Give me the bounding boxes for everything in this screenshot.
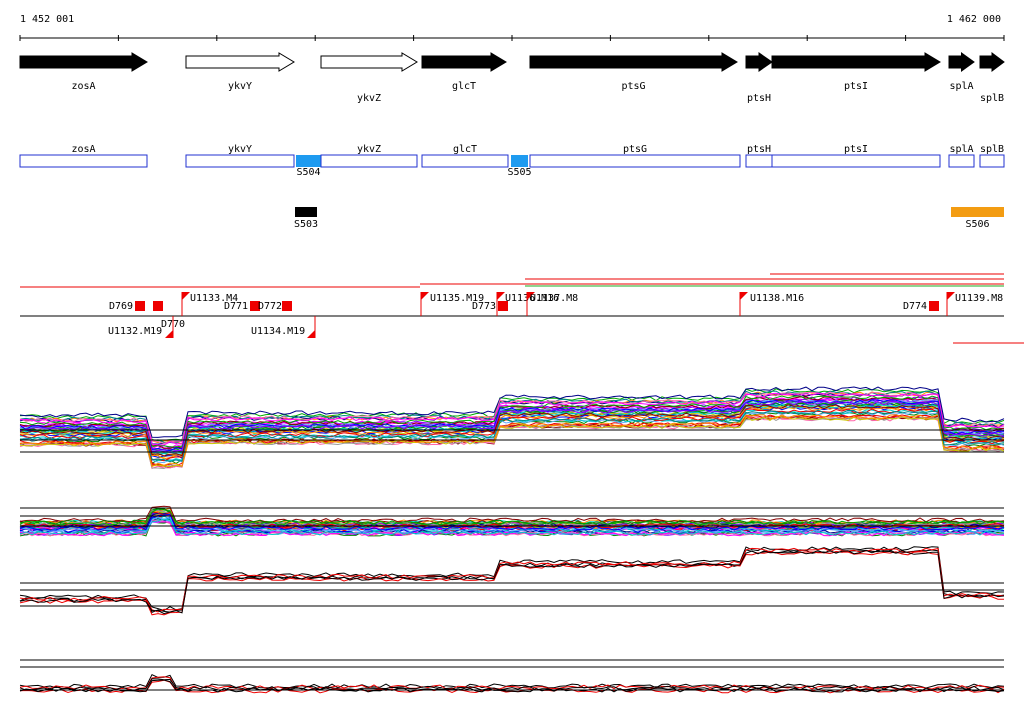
profile-line [19, 395, 1005, 448]
profile-line [19, 549, 1005, 615]
transcript-label: ptsH [747, 144, 771, 155]
transcript-box [948, 154, 975, 168]
profile-line [19, 386, 1005, 438]
profile-line [19, 674, 1005, 689]
transcript-box [745, 154, 773, 168]
transcript-box [320, 154, 418, 168]
transcript-box [529, 154, 741, 168]
transcript-label: zosA [71, 144, 95, 155]
profile-line [19, 400, 1005, 454]
transcript-label: ptsI [844, 144, 868, 155]
feature-label: U1135.M19 [430, 293, 484, 304]
transcript-label: ykvY [228, 144, 252, 155]
ruler-start: 1 452 001 [20, 14, 74, 25]
transcript-box [185, 154, 295, 168]
gene-label: glcT [452, 81, 476, 92]
profile-line [19, 547, 1005, 613]
feature-mark [929, 301, 939, 311]
gene-arrow [19, 52, 148, 72]
transcript-label: ptsG [623, 144, 647, 155]
feature-label: D772 [258, 301, 282, 312]
transcript-box [421, 154, 509, 168]
transcript-box [19, 154, 148, 168]
feature-mark [498, 301, 508, 311]
ruler-end: 1 462 000 [947, 14, 1001, 25]
segment [295, 207, 317, 217]
transcript-label: S504 [296, 167, 320, 178]
gene-arrow [745, 52, 773, 72]
transcript-box [979, 154, 1005, 168]
gene-arrow [979, 52, 1005, 72]
profile-line [20, 516, 1005, 533]
feature-label: U1137.M8 [530, 293, 578, 304]
feature-label: D771 [224, 301, 248, 312]
profile-line [19, 513, 1005, 531]
profile-line [19, 549, 1005, 614]
feature-flag [947, 292, 955, 300]
feature-label: U1133.M4 [190, 293, 238, 304]
profile-line [19, 508, 1005, 526]
transcript-label: ykvZ [357, 144, 381, 155]
feature-mark [153, 301, 163, 311]
feature-label: D769 [109, 301, 133, 312]
feature-flag [421, 292, 429, 300]
profile-line [19, 392, 1005, 446]
gene-label: splB [980, 93, 1004, 104]
feature-label: U1136.M16 [505, 293, 559, 304]
profile-line [19, 414, 1005, 468]
profile-line [19, 409, 1005, 463]
transcript-box [771, 154, 941, 168]
gene-arrow [185, 52, 295, 72]
feature-label: U1134.M19 [251, 326, 305, 337]
feature-label: D774 [903, 301, 927, 312]
feature-flag [182, 292, 190, 300]
gene-label: zosA [71, 81, 95, 92]
segment-label: S503 [294, 219, 318, 230]
profile-line [19, 505, 1005, 523]
gene-arrow [320, 52, 418, 72]
feature-flag [497, 292, 505, 300]
feature-flag [740, 292, 748, 300]
profile-line [19, 408, 1005, 462]
profile-line [19, 521, 1005, 537]
feature-mark [250, 301, 260, 311]
feature-flag [165, 330, 173, 338]
gene-arrow [771, 52, 941, 72]
feature-label: U1132.M19 [108, 326, 162, 337]
profile-line [19, 518, 1005, 536]
feature-label: U1138.M16 [750, 293, 804, 304]
segment-label: S506 [965, 219, 989, 230]
gene-label: splA [949, 81, 973, 92]
gene-arrow [948, 52, 975, 72]
gene-arrow [529, 52, 738, 72]
gene-label: ykvZ [357, 93, 381, 104]
gene-label: ptsI [844, 81, 868, 92]
gene-label: ykvY [228, 81, 252, 92]
profile-line [19, 679, 1005, 693]
transcript-label: splA [949, 144, 973, 155]
transcript-label: splB [980, 144, 1004, 155]
transcript-label: S505 [507, 167, 531, 178]
feature-mark [135, 301, 145, 311]
profile-line [19, 404, 1005, 457]
profile-line [19, 546, 1005, 612]
transcript-box [511, 155, 528, 167]
feature-label: D773 [472, 301, 496, 312]
gene-label: ptsH [747, 93, 771, 104]
segment [951, 207, 1004, 217]
feature-mark [282, 301, 292, 311]
transcript-label: glcT [453, 144, 477, 155]
gene-label: ptsG [621, 81, 645, 92]
feature-flag [527, 292, 535, 300]
feature-flag [307, 330, 315, 338]
feature-label: U1139.M8 [955, 293, 1003, 304]
transcript-box [296, 155, 321, 167]
profile-line [19, 509, 1005, 527]
gene-arrow [421, 52, 507, 72]
